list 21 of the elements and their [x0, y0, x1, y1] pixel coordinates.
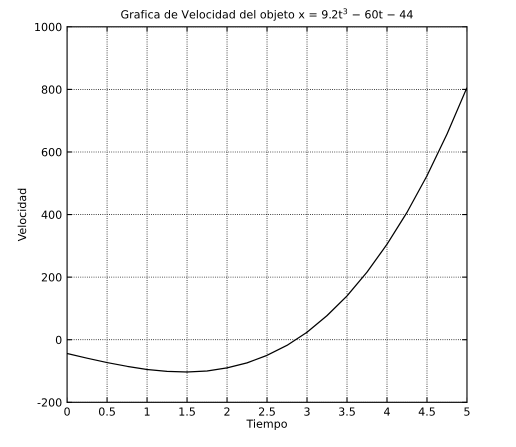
x-tick-label: 4.5 — [418, 408, 435, 416]
y-tick-label: 0 — [56, 336, 62, 344]
x-axis-title: Tiempo — [246, 419, 287, 430]
x-tick-label: 3.5 — [339, 407, 355, 416]
x-tick-label: 2.5 — [259, 407, 275, 416]
y-tick-label: -200 — [38, 398, 62, 407]
x-tick-label: 0 — [64, 407, 70, 416]
y-axis-title: Velocidad — [18, 188, 26, 242]
x-tick-label: 2 — [224, 407, 230, 416]
x-tick-label: 4 — [384, 408, 390, 416]
x-tick-label: 5 — [464, 408, 470, 416]
y-tick-label: 1000 — [35, 22, 62, 32]
x-tick-label: 3 — [304, 407, 310, 416]
x-tick-label: 0.5 — [98, 407, 115, 416]
y-tick-label: 200 — [42, 273, 62, 282]
y-tick-label: 600 — [42, 148, 62, 156]
y-tick-label: 400 — [42, 210, 62, 219]
x-tick-label: 1 — [144, 408, 150, 416]
y-tick-label: 800 — [42, 85, 62, 94]
chart-title: Grafica de Velocidad del objeto x = 9.2t$^{3}$ − 60t − 44 — [121, 8, 413, 21]
x-tick-label: 1.5 — [179, 408, 195, 416]
